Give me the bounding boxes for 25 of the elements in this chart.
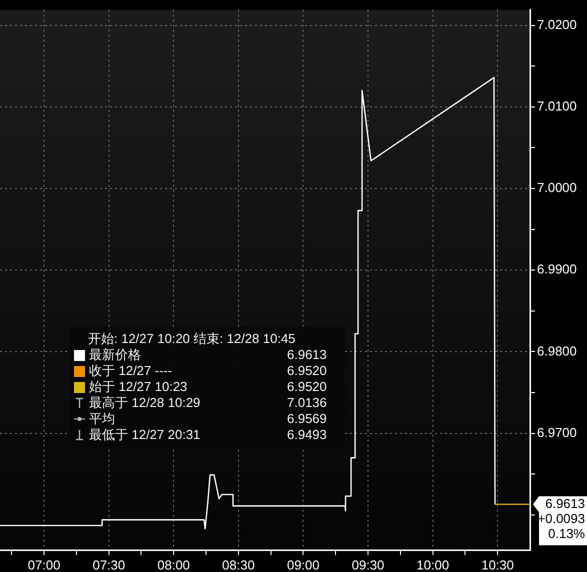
text: 平均 6.9569 xyxy=(89,411,327,426)
x-tick-label: 09:30 xyxy=(352,557,384,572)
x-tick-label: 10:30 xyxy=(481,557,514,572)
y-tick-label: 7.0000 xyxy=(537,180,577,196)
y-tick-label: 6.9900 xyxy=(537,262,577,277)
y-tick-label: 6.9800 xyxy=(537,343,577,358)
x-tick-label: 07:30 xyxy=(92,557,126,572)
x-tick-label: 08:30 xyxy=(222,557,255,572)
x-tick-label: 10:00 xyxy=(416,557,450,572)
text: 最高于 12/28 10:29 7.0136 xyxy=(89,395,327,410)
text: 6.9613 xyxy=(545,496,585,511)
text: 0.13% xyxy=(548,526,586,541)
text: 最低于 12/27 20:31 6.9493 xyxy=(89,427,327,442)
y-tick-label: 6.9700 xyxy=(537,424,577,440)
x-tick-label: 08:00 xyxy=(157,557,190,572)
y-tick-label: 7.0100 xyxy=(537,98,577,114)
y-tick-label: 7.0200 xyxy=(537,16,577,32)
text: 收于 12/27 ---- 6.9520 xyxy=(89,363,327,378)
text: +0.0093 xyxy=(538,510,585,526)
annotation: 开始: 12/27 10:20 结束: 12/28 10:45 xyxy=(87,331,296,347)
text: 最新价格 xyxy=(89,347,141,362)
annotation: 6.9613 xyxy=(287,347,328,363)
x-tick-label: 07:00 xyxy=(28,557,60,572)
x-tick-label: 09:00 xyxy=(286,557,320,572)
text: 始于 12/27 10:23 6.9520 xyxy=(89,379,327,394)
